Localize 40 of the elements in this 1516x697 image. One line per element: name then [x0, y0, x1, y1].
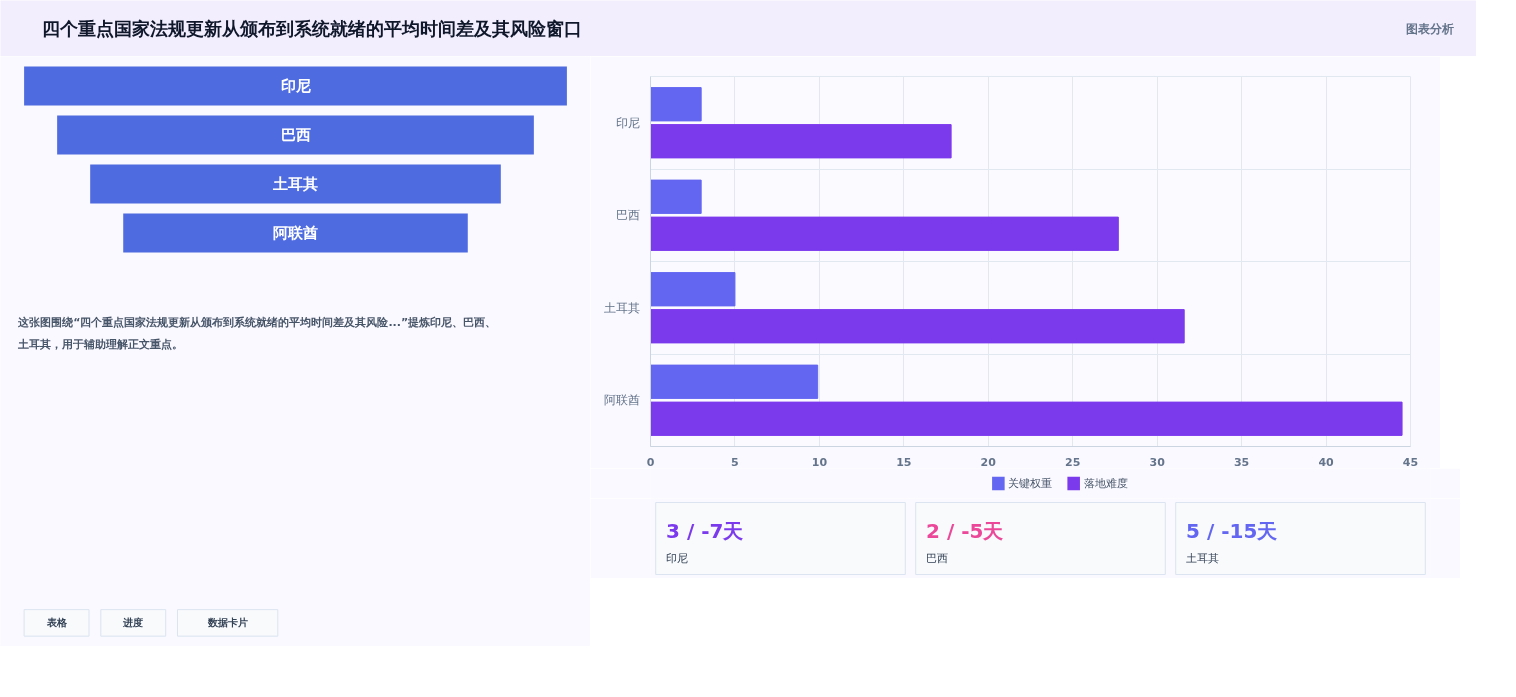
- y-tick-label: 印尼: [615, 115, 640, 130]
- text: 3 / -7天: [666, 518, 744, 543]
- bar: [650, 179, 702, 214]
- text: 进度: [122, 617, 144, 629]
- text: 数据卡片: [206, 617, 248, 629]
- legend-label: 落地难度: [1083, 477, 1128, 490]
- y-tick-label: 土耳其: [603, 300, 640, 315]
- x-tick-label: 0: [646, 455, 655, 469]
- category-label: 土耳其: [272, 174, 318, 193]
- text: 这张图围绕“四个重点国家法规更新从颁布到系统就绪的平均时间差及其风险...”提炼印尼、巴西、土耳其，用于辅助理解正文重点。: [17, 316, 497, 352]
- x-tick-label: 40: [1318, 455, 1335, 469]
- category-label: 印尼: [666, 552, 689, 565]
- y-tick-label: 巴西: [615, 208, 640, 223]
- text: 图表分析: [1406, 21, 1455, 36]
- legend-label: 关键权重: [1008, 477, 1053, 490]
- x-tick-label: 5: [731, 455, 739, 469]
- x-tick-label: 35: [1233, 455, 1250, 469]
- x-tick-label: 15: [896, 455, 912, 469]
- x-tick-label: 30: [1149, 455, 1166, 469]
- text: 2 / -5天: [926, 518, 1004, 543]
- bar: [650, 309, 1185, 344]
- x-tick-label: 20: [980, 455, 997, 469]
- category-label: 土耳其: [1186, 552, 1220, 565]
- bar: [650, 124, 952, 159]
- category-label: 阿联酋: [273, 223, 318, 242]
- bar: [650, 401, 1403, 436]
- category-label: 印尼: [280, 77, 311, 95]
- bar: [650, 272, 736, 307]
- x-tick-label: 25: [1065, 455, 1081, 469]
- text: 表格: [45, 617, 68, 629]
- bar: [650, 87, 702, 122]
- text: 四个重点国家法规更新从颁布到系统就绪的平均时间差及其风险窗口: [41, 18, 582, 39]
- x-tick-label: 45: [1402, 455, 1419, 469]
- text: 5 / -15天: [1186, 518, 1278, 543]
- bar: [650, 216, 1119, 251]
- x-tick-label: 10: [811, 455, 828, 469]
- y-tick-label: 阿联酋: [603, 393, 640, 408]
- bar: [650, 364, 819, 399]
- category-label: 巴西: [280, 125, 311, 144]
- category-label: 巴西: [926, 552, 949, 565]
